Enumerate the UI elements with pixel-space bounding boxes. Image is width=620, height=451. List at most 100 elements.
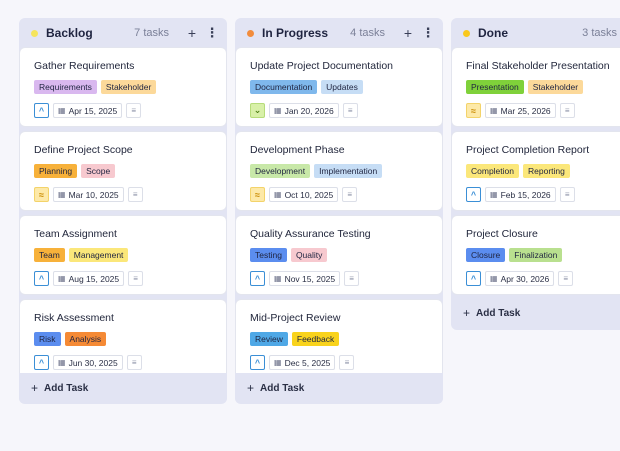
plus-icon[interactable]: + — [403, 25, 413, 41]
task-card[interactable]: Team Assignment Team Management ^ ▦ Aug 15, 2… — [20, 216, 226, 294]
task-meta: ^ ▦ Apr 30, 2026 ≡ — [466, 271, 614, 286]
task-card[interactable]: Risk Assessment Risk Analysis ^ ▦ Jun 30, 202… — [20, 300, 226, 378]
double-chevron-up-icon[interactable]: ≈ — [466, 103, 481, 118]
task-card[interactable]: Update Project Documentation Documentatio… — [236, 48, 442, 126]
chevron-up-icon[interactable]: ^ — [34, 355, 49, 370]
tag-badge: Management — [68, 248, 129, 262]
double-chevron-up-icon[interactable]: ≈ — [250, 187, 265, 202]
tag-badge: Finalization — [509, 248, 563, 262]
column-backlog: Backlog 7 tasks + ⋮ Gather Requirements R… — [19, 18, 227, 404]
task-card[interactable]: Gather Requirements Requirements Stakehold… — [20, 48, 226, 126]
task-card[interactable]: Final Stakeholder Presentation Presentati… — [452, 48, 620, 126]
notes-icon[interactable]: ≡ — [342, 187, 358, 202]
calendar-icon: ▦ — [274, 358, 282, 367]
tag-badge: Feedback — [291, 332, 340, 346]
due-date-text: Dec 5, 2025 — [284, 357, 331, 368]
plus-icon[interactable]: + — [187, 25, 197, 41]
due-date-text: Apr 15, 2025 — [68, 105, 118, 116]
due-date[interactable]: ▦ Dec 5, 2025 — [269, 355, 336, 370]
calendar-icon: ▦ — [274, 274, 282, 283]
task-title: Risk Assessment — [34, 312, 114, 324]
tag-badge: Team — [34, 248, 65, 262]
task-card[interactable]: Project Completion Report Completion Repor… — [452, 132, 620, 210]
notes-icon[interactable]: ≡ — [126, 103, 142, 118]
task-card[interactable]: Quality Assurance Testing Testing Quality ^… — [236, 216, 442, 294]
task-meta: ≈ ▦ Oct 10, 2025 ≡ — [250, 187, 428, 202]
tag-badge: Risk — [34, 332, 61, 346]
task-meta: ≈ ▦ Mar 10, 2025 ≡ — [34, 187, 212, 202]
add-task-button[interactable]: + Add Task — [235, 373, 443, 403]
due-date-text: Nov 15, 2025 — [284, 273, 336, 284]
due-date[interactable]: ▦ Jan 20, 2026 — [269, 103, 339, 118]
chevron-up-icon[interactable]: ^ — [250, 271, 265, 286]
task-title: Development Phase — [250, 144, 345, 156]
due-date[interactable]: ▦ Mar 10, 2025 — [53, 187, 124, 202]
task-meta: ⌄ ▦ Jan 20, 2026 ≡ — [250, 103, 428, 118]
notes-icon[interactable]: ≡ — [342, 103, 358, 118]
due-date[interactable]: ▦ Feb 15, 2026 — [485, 187, 556, 202]
add-task-label: Add Task — [44, 382, 89, 394]
task-card[interactable]: Define Project Scope Planning Scope ≈ ▦ Mar 1… — [20, 132, 226, 210]
calendar-icon: ▦ — [58, 274, 66, 283]
chevron-down-icon[interactable]: ⌄ — [250, 103, 265, 118]
task-card[interactable]: Project Closure Closure Finalization ^ ▦ Apr … — [452, 216, 620, 294]
tag-list: Review Feedback — [250, 332, 428, 346]
tag-list: Documentation Updates — [250, 80, 428, 94]
calendar-icon: ▦ — [274, 190, 282, 199]
plus-icon: + — [31, 381, 39, 395]
notes-icon[interactable]: ≡ — [128, 271, 144, 286]
notes-icon[interactable]: ≡ — [559, 187, 575, 202]
task-meta: ^ ▦ Aug 15, 2025 ≡ — [34, 271, 212, 286]
notes-icon[interactable]: ≡ — [127, 187, 143, 202]
notes-icon[interactable]: ≡ — [558, 271, 574, 286]
chevron-up-icon[interactable]: ^ — [466, 187, 481, 202]
tag-badge: Stakeholder — [527, 80, 584, 94]
due-date-text: Oct 10, 2025 — [284, 189, 334, 200]
task-title: Project Closure — [466, 228, 538, 240]
due-date-text: Feb 15, 2026 — [500, 189, 551, 200]
column-title: Done — [478, 26, 508, 40]
due-date-text: Jan 20, 2026 — [284, 105, 334, 116]
card-list: Update Project Documentation Documentatio… — [235, 48, 443, 378]
notes-icon[interactable]: ≡ — [126, 355, 142, 370]
column-header: Backlog 7 tasks + ⋮ — [19, 18, 227, 48]
vertical-dots-icon[interactable]: ⋮ — [205, 25, 219, 40]
due-date[interactable]: ▦ Oct 10, 2025 — [269, 187, 339, 202]
tag-badge: Planning — [34, 164, 78, 178]
due-date[interactable]: ▦ Nov 15, 2025 — [269, 271, 341, 286]
tag-list: Closure Finalization — [466, 248, 614, 262]
calendar-icon: ▦ — [274, 106, 282, 115]
due-date[interactable]: ▦ Apr 15, 2025 — [53, 103, 123, 118]
status-dot — [31, 29, 38, 37]
chevron-up-icon[interactable]: ^ — [466, 271, 481, 286]
notes-icon[interactable]: ≡ — [339, 355, 355, 370]
add-task-button[interactable]: + Add Task — [19, 373, 227, 403]
tag-badge: Documentation — [250, 80, 318, 94]
task-card[interactable]: Development Phase Development Implementati… — [236, 132, 442, 210]
task-title: Update Project Documentation — [250, 60, 393, 72]
due-date[interactable]: ▦ Apr 30, 2026 — [485, 271, 555, 286]
vertical-dots-icon[interactable]: ⋮ — [421, 25, 435, 40]
double-chevron-up-icon[interactable]: ≈ — [34, 187, 49, 202]
due-date-text: Mar 25, 2026 — [500, 105, 551, 116]
column-header: Done 3 tasks — [451, 18, 620, 48]
notes-icon[interactable]: ≡ — [559, 103, 575, 118]
chevron-up-icon[interactable]: ^ — [34, 271, 49, 286]
chevron-up-icon[interactable]: ^ — [34, 103, 49, 118]
notes-icon[interactable]: ≡ — [344, 271, 360, 286]
task-card[interactable]: Mid-Project Review Review Feedback ^ ▦ Dec 5,… — [236, 300, 442, 378]
add-task-button[interactable]: + Add Task — [451, 298, 620, 328]
task-meta: ^ ▦ Apr 15, 2025 ≡ — [34, 103, 212, 118]
chevron-up-icon[interactable]: ^ — [250, 355, 265, 370]
column-header: In Progress 4 tasks + ⋮ — [235, 18, 443, 48]
due-date[interactable]: ▦ Aug 15, 2025 — [53, 271, 125, 286]
card-list: Gather Requirements Requirements Stakehold… — [19, 48, 227, 378]
column-title: In Progress — [262, 26, 329, 40]
due-date[interactable]: ▦ Mar 25, 2026 — [485, 103, 556, 118]
tag-badge: Presentation — [466, 80, 524, 94]
column-in-progress: In Progress 4 tasks + ⋮ Update Project D… — [235, 18, 443, 404]
tag-list: Completion Reporting — [466, 164, 614, 178]
tag-list: Testing Quality — [250, 248, 428, 262]
due-date[interactable]: ▦ Jun 30, 2025 — [53, 355, 123, 370]
status-dot — [247, 29, 254, 37]
